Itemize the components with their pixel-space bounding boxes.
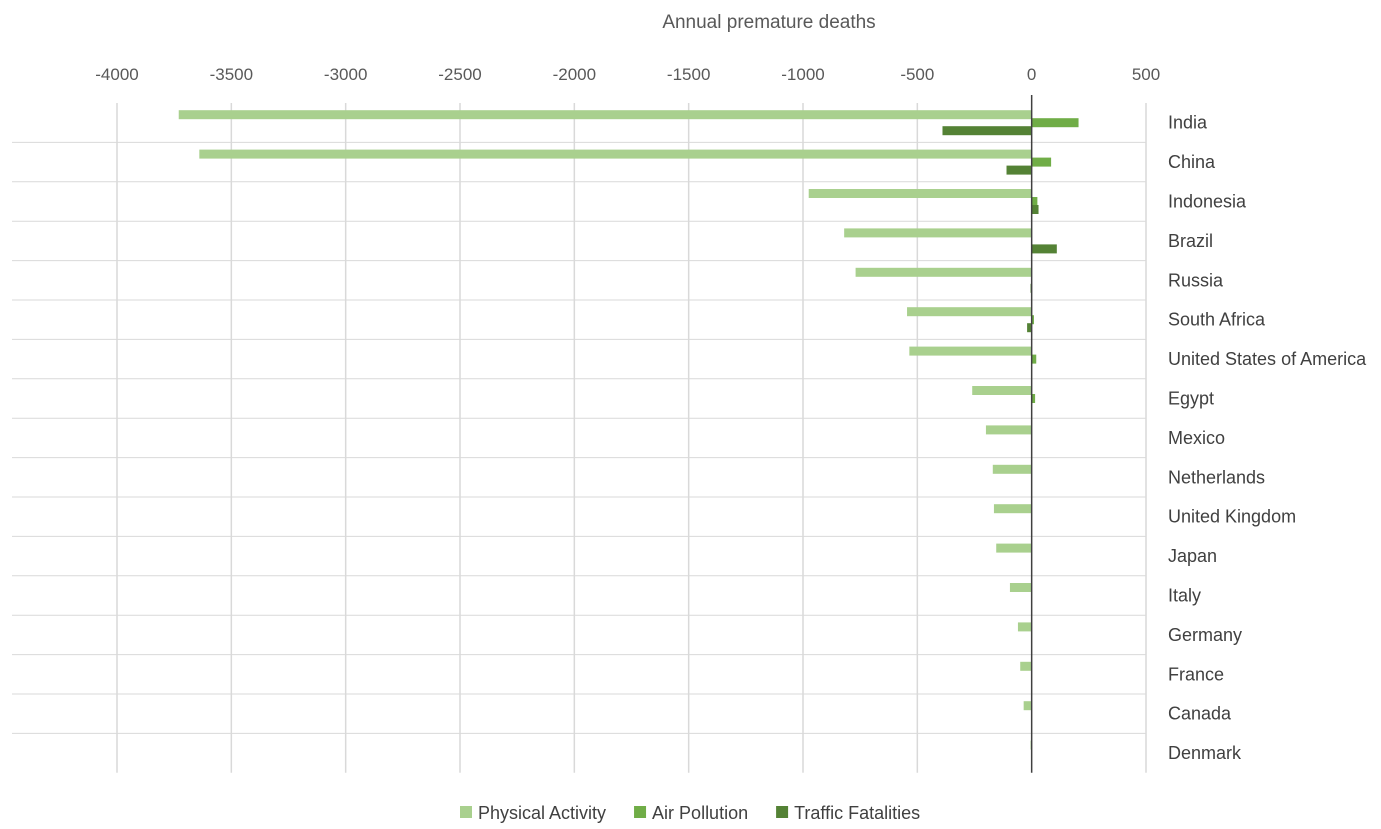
legend-swatch [460, 806, 472, 818]
legend-swatch [634, 806, 647, 818]
legend-swatch [776, 806, 789, 818]
x-tick-label: -1500 [667, 65, 710, 84]
bar-physical-activity [993, 504, 1032, 514]
legend: Physical Activity Air Pollution Traffic Fa… [460, 803, 920, 823]
bar-physical-activity [996, 543, 1032, 553]
bar-physical-activity [178, 110, 1032, 120]
x-tick-label: -2000 [553, 65, 596, 84]
x-tick-label: 500 [1132, 65, 1160, 84]
category-label: United States of America [1168, 349, 1367, 369]
category-label: Brazil [1168, 231, 1213, 251]
category-label: China [1168, 152, 1216, 172]
category-label: Germany [1168, 625, 1242, 645]
bar-traffic-fatalities [1006, 165, 1032, 175]
category-label: Indonesia [1168, 192, 1247, 212]
bar-physical-activity [907, 307, 1032, 317]
bar-physical-activity [992, 464, 1032, 474]
bar-physical-activity [199, 149, 1032, 159]
bar-traffic-fatalities [1027, 323, 1032, 333]
bar-physical-activity [1017, 622, 1032, 632]
legend-label: Air Pollution [652, 803, 748, 823]
x-tick-label: -1000 [781, 65, 824, 84]
category-label: Russia [1168, 270, 1224, 290]
category-label: India [1168, 113, 1208, 133]
category-label: Netherlands [1168, 467, 1265, 487]
bar-air-pollution [1031, 394, 1036, 403]
x-tick-label: -4000 [95, 65, 138, 84]
x-tick-label: -2500 [438, 65, 481, 84]
x-tick-label: 0 [1027, 65, 1036, 84]
bar-physical-activity [1020, 661, 1032, 671]
category-labels: India China Indonesia Brazil Russia South Afr… [1168, 113, 1367, 763]
bar-physical-activity [985, 425, 1032, 435]
bar-physical-activity [808, 189, 1032, 198]
category-label: Denmark [1168, 743, 1242, 763]
bar-physical-activity [972, 386, 1032, 395]
bar-air-pollution [1031, 118, 1079, 128]
bar-physical-activity [855, 267, 1032, 277]
legend-label: Traffic Fatalities [794, 803, 920, 823]
x-tick-labels: -4000 -3500 -3000 -2500 -2000 -1500 -1000 -500 0… [95, 65, 1160, 84]
category-label: United Kingdom [1168, 507, 1296, 527]
x-tick-label: -500 [900, 65, 934, 84]
bar-physical-activity [844, 228, 1032, 238]
bars [178, 95, 1079, 773]
bar-air-pollution [1031, 157, 1052, 167]
bar-physical-activity [1009, 583, 1032, 592]
x-axis-title: Annual premature deaths [662, 12, 875, 33]
x-tick-label: -3500 [210, 65, 253, 84]
bar-air-pollution [1031, 315, 1034, 325]
legend-label: Physical Activity [478, 803, 606, 823]
bar-air-pollution [1031, 197, 1038, 206]
category-label: Italy [1168, 586, 1201, 606]
category-label: France [1168, 664, 1224, 684]
bar-traffic-fatalities [942, 126, 1032, 136]
gridlines [12, 103, 1147, 773]
bar-traffic-fatalities [1031, 205, 1039, 214]
bar-physical-activity [1023, 701, 1032, 711]
bar-physical-activity [909, 346, 1032, 356]
category-label: Egypt [1168, 389, 1214, 409]
category-label: South Africa [1168, 310, 1266, 330]
category-label: Mexico [1168, 428, 1225, 448]
bar-traffic-fatalities [1031, 244, 1057, 254]
category-label: Japan [1168, 546, 1217, 566]
bar-air-pollution [1031, 354, 1037, 364]
x-tick-label: -3000 [324, 65, 367, 84]
category-label: Canada [1168, 704, 1232, 724]
